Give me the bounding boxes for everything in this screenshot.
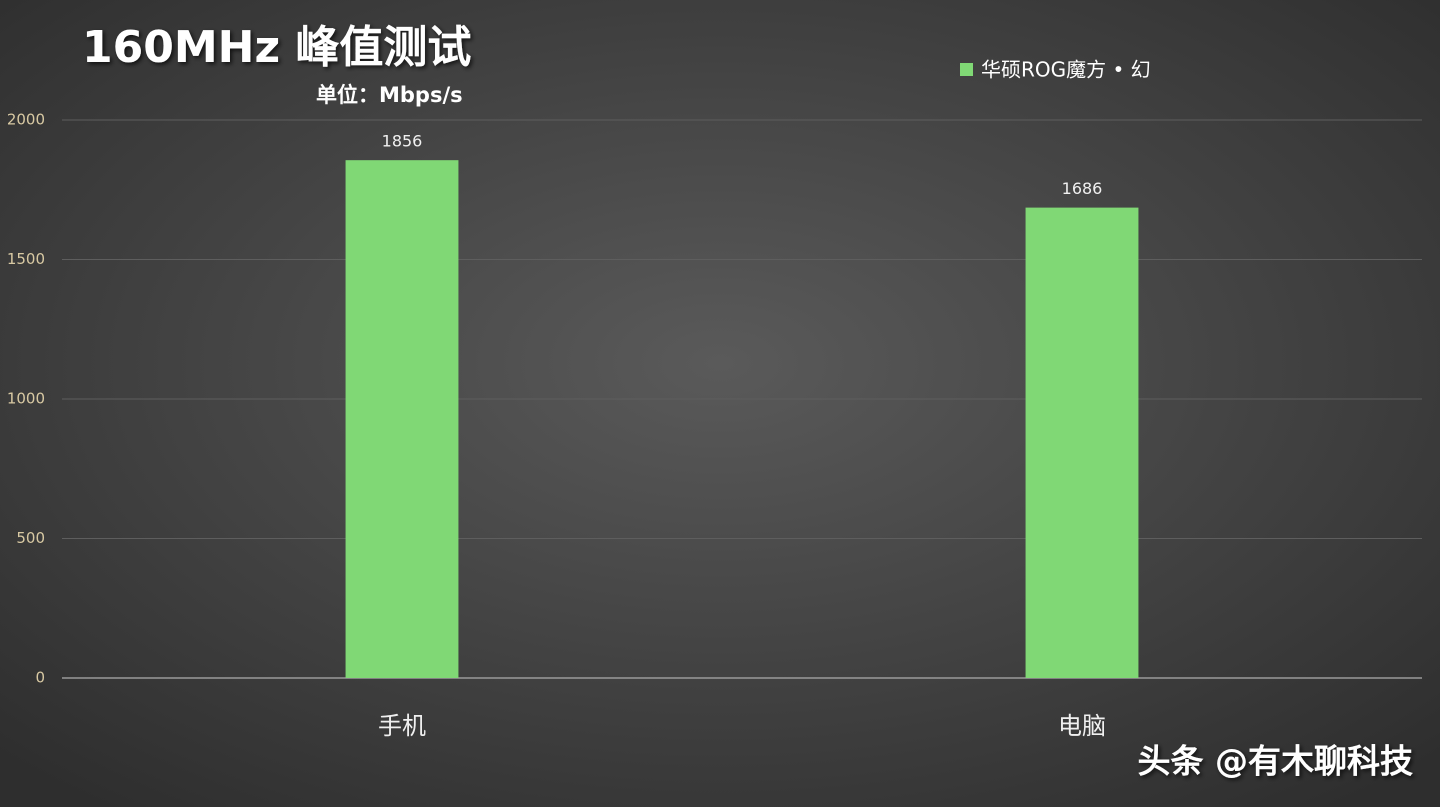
y-tick-label: 2000 [7, 111, 45, 129]
chart-title: 160MHz 峰值测试 [82, 22, 471, 73]
bar [1025, 207, 1139, 678]
x-tick-label: 电脑 [1058, 712, 1106, 740]
y-tick-label: 1000 [7, 390, 45, 408]
legend-swatch [960, 63, 973, 76]
y-tick-label: 0 [35, 669, 45, 687]
legend-label: 华硕ROG魔方 • 幻 [981, 58, 1151, 82]
chart-subtitle: 单位：Mbps/s [316, 83, 463, 107]
x-tick-label: 手机 [378, 712, 426, 740]
y-tick-label: 1500 [7, 250, 45, 268]
data-label: 1856 [382, 132, 423, 151]
y-tick-label: 500 [16, 529, 45, 547]
watermark: 头条 @有木聊科技 [1138, 742, 1414, 781]
data-label: 1686 [1062, 179, 1103, 198]
bar [345, 160, 459, 678]
